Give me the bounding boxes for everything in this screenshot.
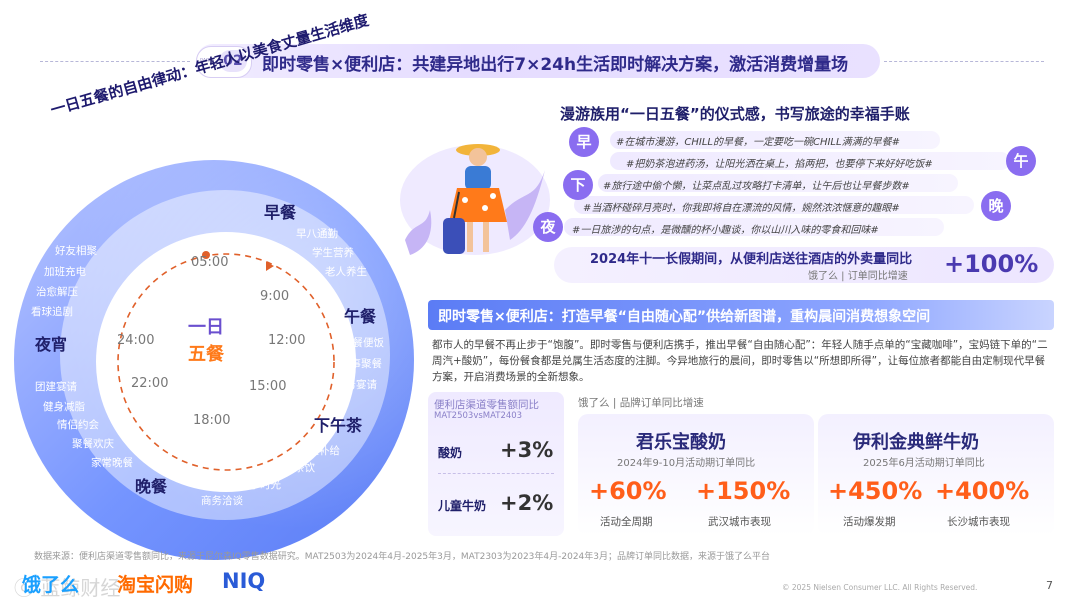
channel-stat-item-value: +2% [500, 491, 554, 515]
header-divider-left [40, 61, 190, 62]
channel-stat-card [428, 392, 564, 536]
channel-stat-item-value: +3% [500, 438, 554, 462]
page-number: 7 [1046, 579, 1053, 592]
right-top-title: 漫游族用“一日五餐”的仪式感，书写旅途的幸福手账 [560, 105, 910, 123]
section-banner [428, 300, 1054, 330]
stat-label: 2024年十一长假期间，从便利店送往酒店的外卖量同比 [590, 252, 913, 267]
quote-band [598, 174, 958, 192]
brand-metric-value: +150% [696, 477, 791, 505]
channel-stat-title: 便利店渠道零售额同比 [434, 399, 539, 411]
clock-face [96, 232, 356, 492]
niq-logo: NIQ [222, 569, 266, 593]
night-snack-tag: 治愈解压 [36, 286, 78, 298]
brand-metric-caption: 活动全周期 [600, 516, 653, 528]
brand-card [818, 414, 1054, 536]
clock-time-2400: 24:00 [117, 333, 155, 348]
badge-evening: 晚 [981, 191, 1011, 221]
quote-line: #把奶茶泡进药汤，让阳光洒在桌上，掐两把，也要停下来好好吃饭# [626, 159, 933, 170]
lunch-tag: 同事聚餐 [340, 358, 382, 370]
dinner-tag: 情侣约会 [57, 419, 99, 431]
clock-time-1800: 18:00 [193, 413, 231, 428]
afternoon-tea-tag: 亲子时光 [239, 479, 281, 491]
brand-source: 饿了么 | 品牌订单同比增速 [578, 397, 704, 409]
header-divider-right [884, 61, 1044, 62]
taobao-flash-logo: 淘宝闪购 [117, 574, 194, 596]
dinner-tag: 团建宴请 [35, 381, 77, 393]
channel-stat-item-name: 酸奶 [438, 446, 463, 460]
badge-morning: 早 [569, 127, 599, 157]
badge-afternoon: 下 [563, 170, 593, 200]
dinner-tag: 聚餐欢庆 [72, 438, 114, 450]
meal-breakfast: 早餐 [264, 203, 297, 222]
brand-metric-caption: 活动爆发期 [843, 516, 896, 528]
afternoon-tea-tag: 能量补给 [298, 445, 340, 457]
section-banner-text: 即时零售×便利店：打造早餐“自由随心配”供给新图谱，重构晨间消费想象空间 [438, 309, 931, 325]
clock-arc [117, 251, 335, 471]
quote-band [564, 218, 944, 236]
stat-value: +100% [944, 250, 1039, 278]
section-paragraph: 都市人的早餐不再止步于“饱腹”。即时零售与便利店携手，推出早餐“自由随心配”：年… [432, 339, 1048, 383]
dinner-tag: 家常晚餐 [91, 457, 133, 469]
watermark: ⓒ 蓝鲸财经 [14, 576, 121, 600]
quote-line: #当酒杯碰碎月亮时，你我即将自在漂流的风情，婉然浓浓惬意的趣眼# [583, 203, 900, 214]
part-label: PART [200, 58, 213, 64]
meal-afternoon-tea: 下午茶 [314, 416, 363, 435]
quote-band [610, 152, 1010, 170]
dinner-tag: 健身减脂 [43, 401, 85, 413]
clock-start-dot [202, 251, 210, 259]
page-title: 即时零售×便利店：共建异地出行7×24h生活即时解决方案，激活消费增量场 [262, 55, 849, 75]
part-number: 02 [219, 50, 247, 72]
center-label-line1: 一日 [188, 317, 224, 338]
quote-line: #一日旅涉的句点，是微醺的杯小趣谈，你以山川入味的零食和回味# [572, 225, 879, 236]
meal-dinner: 晚餐 [135, 477, 168, 496]
brand-metric-caption: 武汉城市表现 [708, 516, 771, 528]
quote-band [610, 131, 940, 149]
channel-stat-divider [438, 473, 554, 474]
brand-metric-caption: 长沙城市表现 [947, 516, 1010, 528]
lunch-tag: 简餐便饭 [342, 337, 384, 349]
clock-time-2200: 22:00 [131, 376, 169, 391]
badge-night: 夜 [533, 212, 563, 242]
channel-stat-item-name: 儿童牛奶 [438, 499, 487, 513]
channel-stat-subtitle: MAT2503vsMAT2403 [434, 411, 523, 421]
quote-band [574, 196, 974, 214]
brand-name: 伊利金典鲜牛奶 [853, 432, 979, 453]
brand-metric-value: +60% [589, 477, 667, 505]
footer-source: 数据来源：便利店渠道零售额同比，来源于尼尔森IQ零售数据研究。MAT2503为2… [34, 552, 771, 562]
lunch-tag: 商务宴请 [335, 379, 377, 391]
quote-line: #在城市漫游，CHILL的早餐，一定要吃一碗CHILL满满的早餐# [616, 137, 900, 148]
clock-time-1500: 15:00 [249, 379, 287, 394]
clock-time-0500: 05:00 [191, 255, 229, 270]
stat-pill [554, 247, 1054, 283]
traveler-illustration [400, 144, 550, 255]
brand-name: 君乐宝酸奶 [636, 432, 726, 453]
brand-subtitle: 2025年6月活动期订单同比 [863, 458, 985, 469]
center-label-line2: 五餐 [188, 344, 224, 365]
quote-line: #旅行途中偷个懒，让菜点乱过攻略打卡清单，让午后也让早餐步数# [603, 181, 910, 192]
eleme-logo: 饿了么 [22, 574, 80, 596]
header-pill [196, 44, 880, 78]
breakfast-tag: 老人养生 [325, 266, 367, 278]
breakfast-tag: 学生营养 [312, 247, 354, 259]
brand-metric-value: +450% [828, 477, 923, 505]
brand-metric-value: +400% [935, 477, 1030, 505]
breakfast-tag: 早八通勤 [296, 228, 338, 240]
afternoon-tea-tag: 商务洽谈 [201, 495, 243, 507]
meal-night-snack: 夜宵 [35, 335, 68, 354]
clock-arrow-icon [266, 262, 274, 271]
night-snack-tag: 加班充电 [44, 266, 86, 278]
night-snack-tag: 看球追剧 [31, 306, 73, 318]
badge-noon: 午 [1006, 146, 1036, 176]
clock-time-0900: 9:00 [260, 289, 290, 304]
clock-time-1200: 12:00 [268, 333, 306, 348]
copyright: © 2025 Nielsen Consumer LLC. All Rights … [782, 583, 978, 592]
brand-subtitle: 2024年9-10月活动期订单同比 [617, 458, 756, 469]
night-snack-tag: 好友相聚 [55, 245, 97, 257]
stat-source: 饿了么 | 订单同比增速 [808, 271, 908, 282]
meal-lunch: 午餐 [344, 307, 377, 326]
afternoon-tea-tag: 养生茶饮 [273, 462, 315, 474]
brand-card [578, 414, 814, 536]
